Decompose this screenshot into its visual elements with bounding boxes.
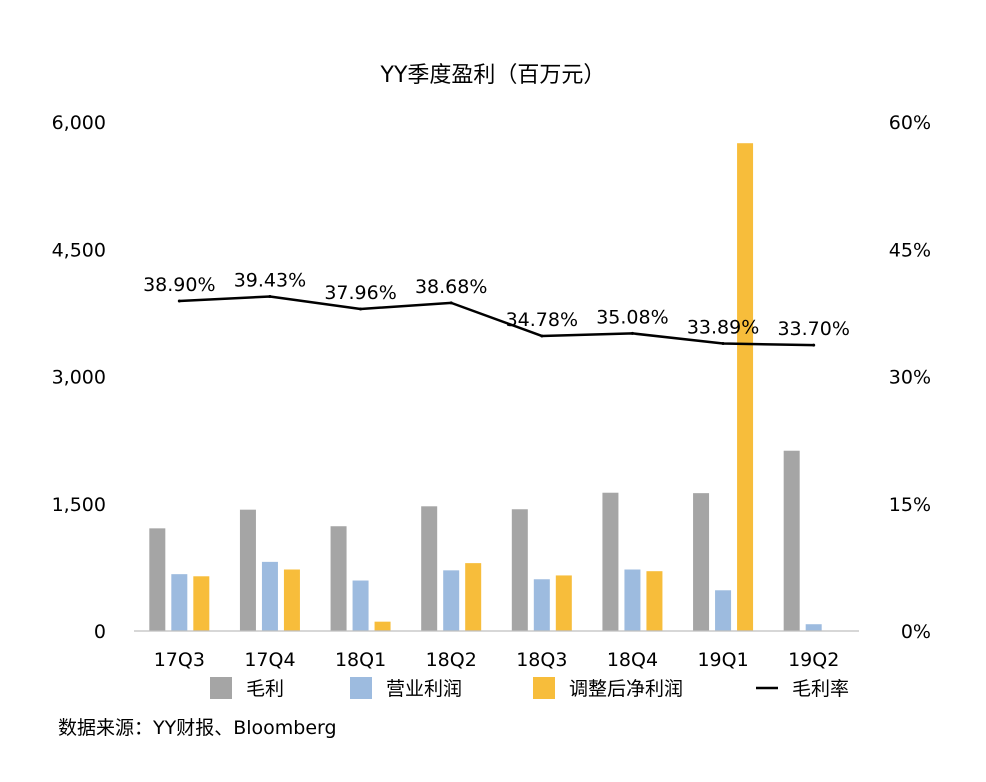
margin-point [268, 295, 272, 299]
margin-point [721, 341, 725, 345]
x-tick-label: 17Q3 [154, 649, 205, 671]
bars [149, 143, 822, 632]
margin-point [540, 334, 544, 338]
bar-调整后净利润 [283, 569, 300, 631]
bar-调整后净利润 [555, 575, 572, 631]
x-tick-label: 18Q4 [607, 649, 658, 671]
bar-营业利润 [443, 570, 460, 631]
bar-调整后净利润 [646, 571, 663, 631]
left-axis: 0 1,500 3,000 4,500 6,000 [52, 112, 106, 643]
x-tick-label: 18Q3 [516, 649, 567, 671]
margin-data-label: 35.08% [596, 306, 668, 328]
legend-swatch [533, 677, 555, 699]
x-tick-label: 18Q2 [426, 649, 477, 671]
margin-point [449, 301, 453, 305]
legend-label: 调整后净利润 [569, 678, 683, 700]
legend-swatch [210, 677, 232, 699]
bar-毛利 [421, 506, 438, 631]
margin-point [630, 331, 634, 335]
left-tick-label: 6,000 [52, 112, 106, 134]
right-tick-label: 15% [889, 494, 931, 516]
x-tick-label: 17Q4 [244, 649, 295, 671]
right-tick-label: 45% [889, 239, 931, 261]
bar-毛利 [330, 526, 347, 631]
bar-毛利 [693, 493, 710, 631]
left-tick-label: 3,000 [52, 367, 106, 389]
bar-营业利润 [715, 590, 732, 631]
left-tick-label: 4,500 [52, 239, 106, 261]
left-tick-label: 1,500 [52, 494, 106, 516]
bar-毛利 [239, 509, 256, 631]
bar-营业利润 [805, 624, 822, 631]
right-tick-label: 0% [901, 621, 931, 643]
legend-label: 营业利润 [386, 678, 462, 700]
bar-调整后净利润 [374, 621, 391, 631]
margin-data-label: 38.90% [143, 274, 215, 296]
margin-line: 38.90% 39.43% 37.96% 38.68% 34.78% 35.08% 33.8… [143, 270, 850, 347]
margin-point [359, 307, 363, 311]
bar-毛利 [602, 492, 619, 631]
chart-title: YY季度盈利（百万元） [380, 63, 606, 88]
x-tick-label: 18Q1 [335, 649, 386, 671]
bar-毛利 [511, 509, 528, 631]
margin-data-label: 39.43% [234, 270, 306, 292]
bar-调整后净利润 [465, 563, 482, 631]
bar-调整后净利润 [737, 143, 754, 632]
margin-data-label: 34.78% [506, 309, 578, 331]
bar-营业利润 [624, 569, 641, 631]
margin-data-label: 33.89% [687, 316, 759, 338]
bar-营业利润 [171, 574, 188, 631]
left-tick-label: 0 [94, 621, 106, 643]
legend-swatch [350, 677, 372, 699]
x-tick-label: 19Q1 [697, 649, 748, 671]
bar-营业利润 [261, 561, 278, 631]
legend-label: 毛利 [246, 678, 284, 700]
margin-point [812, 343, 816, 347]
x-axis-labels: 17Q3 17Q4 18Q1 18Q2 18Q3 18Q4 19Q1 19Q2 [154, 649, 840, 671]
margin-data-label: 33.70% [777, 318, 849, 340]
right-tick-label: 30% [889, 367, 931, 389]
margin-data-label: 37.96% [324, 282, 396, 304]
bar-毛利 [783, 450, 800, 631]
bar-营业利润 [352, 580, 369, 631]
bar-营业利润 [533, 579, 550, 631]
source-note: 数据来源：YY财报、Bloomberg [58, 717, 337, 739]
margin-point [177, 299, 181, 303]
bar-毛利 [149, 528, 166, 631]
bar-调整后净利润 [193, 576, 210, 631]
legend-label: 毛利率 [792, 678, 849, 700]
x-tick-label: 19Q2 [788, 649, 839, 671]
right-tick-label: 60% [889, 112, 931, 134]
margin-line-path [179, 295, 814, 347]
legend: 毛利 营业利润 调整后净利润 毛利率 [210, 677, 849, 700]
right-axis: 0% 15% 30% 45% 60% [889, 112, 931, 643]
margin-data-label: 38.68% [415, 276, 487, 298]
